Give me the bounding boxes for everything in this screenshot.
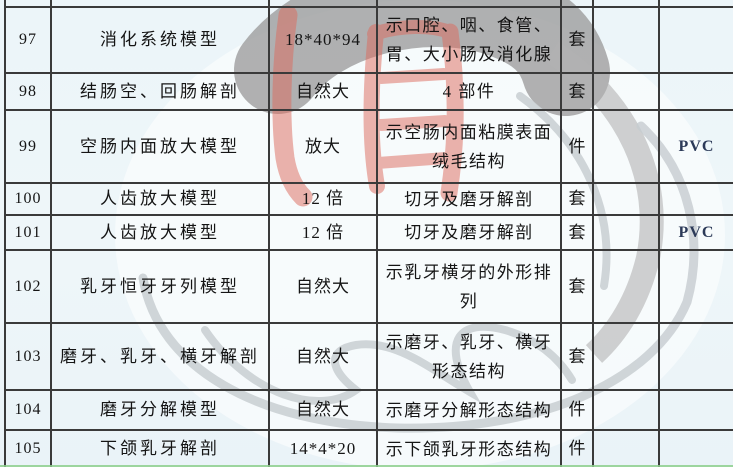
cell-unit: 件 (560, 429, 594, 467)
table-row-partial-top (4, 0, 733, 8)
cell-spec: 14*4*20 (268, 429, 378, 467)
cell-empty (50, 0, 270, 8)
table-row: 98 结肠空、回肠解剖 自然大 4 部件 套 (4, 72, 733, 111)
cell-material: PVC (658, 109, 733, 184)
cell-row-number: 97 (4, 6, 52, 74)
cell-description: 示空肠内面粘膜表面绒毛结构 (376, 109, 562, 184)
cell-spec: 12 倍 (268, 214, 378, 251)
table-row: 102 乳牙恒牙牙列模型 自然大 示乳牙横牙的外形排列 套 (4, 249, 733, 324)
cell-spec: 自然大 (268, 72, 378, 111)
cell-empty (592, 182, 660, 216)
table-row: 103 磨牙、乳牙、横牙解剖 自然大 示磨牙、乳牙、横牙形态结构 套 (4, 322, 733, 391)
cell-material (658, 249, 733, 324)
cell-product-name: 消化系统模型 (50, 6, 270, 74)
cell-material (658, 72, 733, 111)
cell-description: 示口腔、咽、食管、胃、大小肠及消化腺 (376, 6, 562, 74)
cell-empty (592, 72, 660, 111)
cell-material (658, 322, 733, 391)
cell-product-name: 空肠内面放大模型 (50, 109, 270, 184)
cell-description: 示磨牙、乳牙、横牙形态结构 (376, 322, 562, 391)
cell-empty (376, 0, 562, 8)
cell-unit: 套 (560, 322, 594, 391)
table-row: 99 空肠内面放大模型 放大 示空肠内面粘膜表面绒毛结构 件 PVC (4, 109, 733, 184)
cell-material (658, 182, 733, 216)
cell-description: 4 部件 (376, 72, 562, 111)
cell-spec: 自然大 (268, 249, 378, 324)
cell-row-number: 105 (4, 429, 52, 467)
table-row: 101 人齿放大模型 12 倍 切牙及磨牙解剖 套 PVC (4, 214, 733, 251)
cell-row-number: 104 (4, 389, 52, 431)
cell-description: 切牙及磨牙解剖 (376, 214, 562, 251)
table-row: 105 下颌乳牙解剖 14*4*20 示下颌乳牙形态结构 件 (4, 429, 733, 467)
cell-row-number: 99 (4, 109, 52, 184)
cell-unit: 套 (560, 214, 594, 251)
cell-row-number: 98 (4, 72, 52, 111)
cell-spec: 自然大 (268, 389, 378, 431)
cell-spec: 18*40*94 (268, 6, 378, 74)
cell-product-name: 乳牙恒牙牙列模型 (50, 249, 270, 324)
cell-material: PVC (658, 214, 733, 251)
cell-product-name: 磨牙分解模型 (50, 389, 270, 431)
cell-unit: 件 (560, 109, 594, 184)
table-row: 104 磨牙分解模型 自然大 示磨牙分解形态结构 件 (4, 389, 733, 431)
cell-empty (592, 429, 660, 467)
cell-spec: 自然大 (268, 322, 378, 391)
cell-empty (592, 322, 660, 391)
cell-product-name: 磨牙、乳牙、横牙解剖 (50, 322, 270, 391)
cell-product-name: 下颌乳牙解剖 (50, 429, 270, 467)
table-row: 97 消化系统模型 18*40*94 示口腔、咽、食管、胃、大小肠及消化腺 套 (4, 6, 733, 74)
cell-product-name: 人齿放大模型 (50, 214, 270, 251)
cell-empty (592, 6, 660, 74)
cell-empty (592, 0, 660, 8)
cell-empty (592, 389, 660, 431)
cell-row-number: 102 (4, 249, 52, 324)
cell-material (658, 6, 733, 74)
cell-row-number: 101 (4, 214, 52, 251)
cell-description: 示磨牙分解形态结构 (376, 389, 562, 431)
cell-product-name: 结肠空、回肠解剖 (50, 72, 270, 111)
cell-material (658, 389, 733, 431)
cell-empty (4, 0, 52, 8)
cell-unit: 套 (560, 182, 594, 216)
cell-spec: 12 倍 (268, 182, 378, 216)
cell-spec: 放大 (268, 109, 378, 184)
cell-empty (658, 0, 733, 8)
cell-empty (268, 0, 378, 8)
product-table: 97 消化系统模型 18*40*94 示口腔、咽、食管、胃、大小肠及消化腺 套 … (4, 0, 733, 467)
cell-description: 示乳牙横牙的外形排列 (376, 249, 562, 324)
cell-description: 示下颌乳牙形态结构 (376, 429, 562, 467)
cell-description: 切牙及磨牙解剖 (376, 182, 562, 216)
product-table-container: 97 消化系统模型 18*40*94 示口腔、咽、食管、胃、大小肠及消化腺 套 … (4, 0, 733, 467)
cell-row-number: 103 (4, 322, 52, 391)
cell-material (658, 429, 733, 467)
cell-row-number: 100 (4, 182, 52, 216)
cell-unit: 件 (560, 389, 594, 431)
cell-empty (592, 109, 660, 184)
cell-unit: 套 (560, 72, 594, 111)
cell-empty (592, 249, 660, 324)
cell-product-name: 人齿放大模型 (50, 182, 270, 216)
table-row: 100 人齿放大模型 12 倍 切牙及磨牙解剖 套 (4, 182, 733, 216)
cell-empty (592, 214, 660, 251)
cell-empty (560, 0, 594, 8)
cell-unit: 套 (560, 249, 594, 324)
cell-unit: 套 (560, 6, 594, 74)
